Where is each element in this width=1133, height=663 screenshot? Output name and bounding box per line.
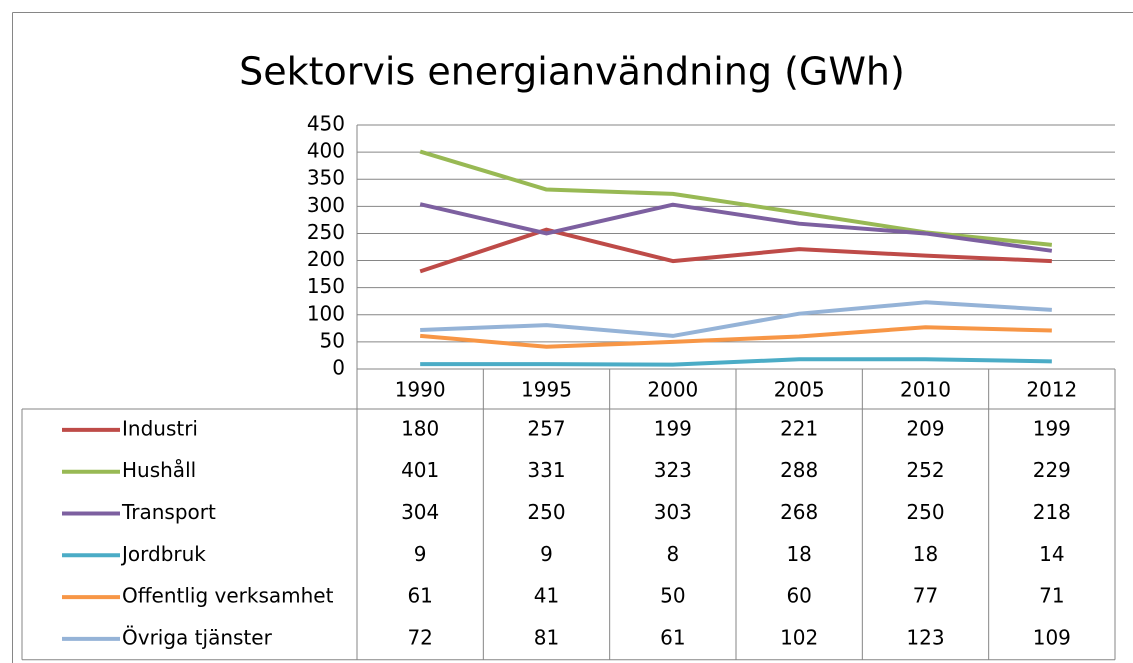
y-tick-label: 400 xyxy=(307,139,345,163)
legend-label: Industri xyxy=(122,416,198,440)
table-cell: 14 xyxy=(1039,542,1064,566)
table-cell: 41 xyxy=(534,584,559,608)
table-cell: 303 xyxy=(654,500,692,524)
table-cell: 304 xyxy=(401,500,439,524)
table-cell: 60 xyxy=(786,584,811,608)
legend-label: Offentlig verksamhet xyxy=(122,584,334,608)
table-cell: 229 xyxy=(1033,458,1071,482)
y-tick-label: 450 xyxy=(307,112,345,136)
table-cell: 252 xyxy=(906,458,944,482)
table-cell: 71 xyxy=(1039,584,1064,608)
x-tick-label: 1990 xyxy=(395,378,446,402)
table-cell: 401 xyxy=(401,458,439,482)
table-cell: 268 xyxy=(780,500,818,524)
table-cell: 9 xyxy=(540,542,553,566)
y-tick-label: 100 xyxy=(307,301,345,325)
table-cell: 9 xyxy=(414,542,427,566)
table-cell: 221 xyxy=(780,416,818,440)
table-cell: 102 xyxy=(780,625,818,649)
table-cell: 18 xyxy=(786,542,811,566)
table-cell: 81 xyxy=(534,625,559,649)
table-cell: 250 xyxy=(527,500,565,524)
table-cell: 61 xyxy=(407,584,432,608)
series-line xyxy=(419,202,1053,253)
y-tick-label: 50 xyxy=(320,328,345,352)
table-cell: 199 xyxy=(654,416,692,440)
table-cell: 209 xyxy=(906,416,944,440)
legend-label: Transport xyxy=(121,500,216,524)
table-cell: 72 xyxy=(407,625,432,649)
chart-title: Sektorvis energianvändning (GWh) xyxy=(239,50,905,94)
table-cell: 8 xyxy=(666,542,679,566)
series-line xyxy=(420,300,1052,338)
x-tick-label: 2000 xyxy=(647,378,698,402)
x-tick-label: 2010 xyxy=(900,378,951,402)
table-cell: 218 xyxy=(1033,500,1071,524)
x-tick-label: 2005 xyxy=(774,378,825,402)
legend-label: Hushåll xyxy=(122,458,196,482)
series-line xyxy=(419,149,1053,247)
table-cell: 323 xyxy=(654,458,692,482)
table-cell: 123 xyxy=(906,625,944,649)
x-tick-label: 2012 xyxy=(1026,378,1077,402)
y-tick-label: 300 xyxy=(307,193,345,217)
table-cell: 77 xyxy=(913,584,938,608)
y-tick-label: 0 xyxy=(332,356,345,380)
series-line xyxy=(419,227,1052,274)
table-cell: 61 xyxy=(660,625,685,649)
table-cell: 109 xyxy=(1033,625,1071,649)
series-line xyxy=(420,357,1052,367)
x-tick-label: 1995 xyxy=(521,378,572,402)
legend-label: Jordbruk xyxy=(120,542,206,566)
table-cell: 199 xyxy=(1033,416,1071,440)
table-cell: 50 xyxy=(660,584,685,608)
legend-label: Övriga tjänster xyxy=(122,625,273,649)
table-cell: 250 xyxy=(906,500,944,524)
table-cell: 288 xyxy=(780,458,818,482)
table-cell: 257 xyxy=(527,416,565,440)
table-cell: 180 xyxy=(401,416,439,440)
y-tick-label: 200 xyxy=(307,247,345,271)
y-tick-label: 150 xyxy=(307,274,345,298)
table-cell: 331 xyxy=(527,458,565,482)
y-tick-label: 350 xyxy=(307,166,345,190)
y-tick-label: 250 xyxy=(307,220,345,244)
series-line xyxy=(419,325,1052,349)
table-cell: 18 xyxy=(913,542,938,566)
